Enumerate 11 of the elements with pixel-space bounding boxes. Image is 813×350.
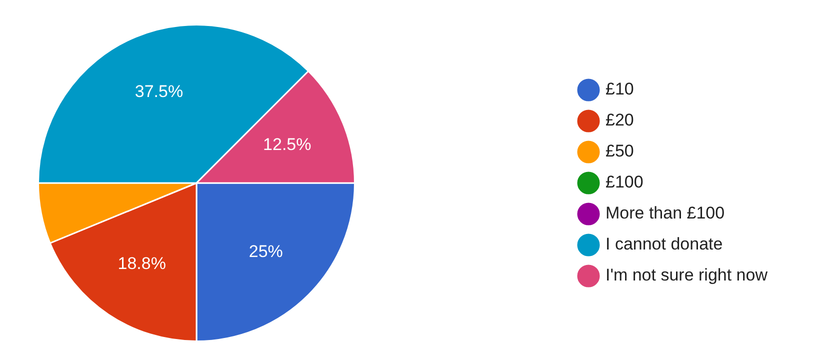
legend-label: £100	[606, 172, 644, 192]
legend-label: £20	[606, 110, 634, 130]
legend-label: More than £100	[606, 204, 725, 223]
legend-label: I cannot donate	[606, 234, 723, 254]
data-label: 37.5%	[134, 82, 184, 102]
data-label: 25%	[248, 242, 283, 262]
legend-label: £10	[606, 80, 634, 99]
legend-label: I'm not sure right now	[606, 266, 768, 285]
data-label: 18.8%	[118, 254, 166, 274]
legend-label: £50	[606, 142, 634, 161]
data-label: 12.5%	[263, 135, 312, 154]
